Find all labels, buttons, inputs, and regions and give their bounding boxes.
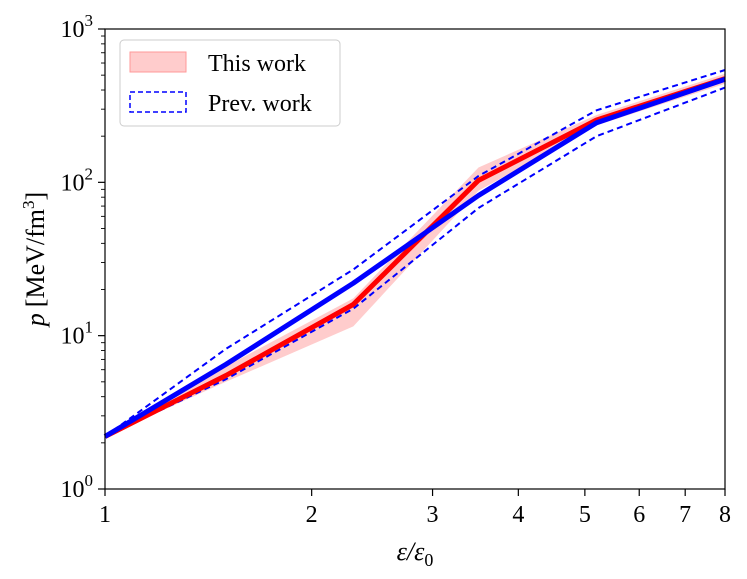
plot-frame	[104, 28, 726, 490]
y-axis-label-unit: [MeV/fm	[21, 209, 50, 307]
y-tick-label-0: 100	[61, 471, 94, 503]
legend-dashed-swatch	[129, 91, 187, 113]
x-tick-label-5: 5	[579, 502, 591, 528]
x-tick-label-4: 4	[512, 502, 524, 528]
x-tick-label-6: 6	[633, 502, 645, 528]
x-axis-label: ε/ε0	[397, 537, 434, 570]
y-axis-ticks: 100 101 102 103	[61, 11, 105, 503]
prev-work-lower-dashed-line	[104, 86, 726, 438]
legend: This work Prev. work	[119, 39, 341, 127]
x-tick-label-3: 3	[427, 502, 439, 528]
y-tick-label-3: 103	[61, 11, 94, 43]
x-tick-label-7: 7	[679, 502, 691, 528]
y-tick-label-2: 102	[61, 164, 94, 196]
x-tick-label-1: 1	[99, 502, 111, 528]
y-axis-label-unit-sup: 3	[19, 200, 38, 209]
this-work-band	[105, 73, 725, 437]
y-axis-label: p [MeV/fm3]	[19, 192, 50, 328]
y-axis-label-unit-end: ]	[21, 192, 50, 201]
legend-label-prev-work: Prev. work	[208, 91, 312, 117]
y-axis-label-var: p	[21, 313, 50, 328]
legend-band-swatch	[129, 51, 187, 73]
x-tick-label-8: 8	[719, 502, 731, 528]
y-tick-label-1: 101	[61, 318, 94, 350]
prev-work-line	[103, 76, 726, 439]
prev-work-upper-dashed-line	[104, 69, 726, 438]
legend-label-this-work: This work	[208, 51, 306, 77]
x-axis-label-sub: 0	[424, 550, 433, 570]
x-axis-label-main: ε/ε	[397, 537, 425, 566]
x-tick-label-2: 2	[306, 502, 318, 528]
x-axis-ticks: 1 2 3 4 5 6 7 8	[99, 489, 731, 528]
plot-content	[103, 69, 726, 439]
